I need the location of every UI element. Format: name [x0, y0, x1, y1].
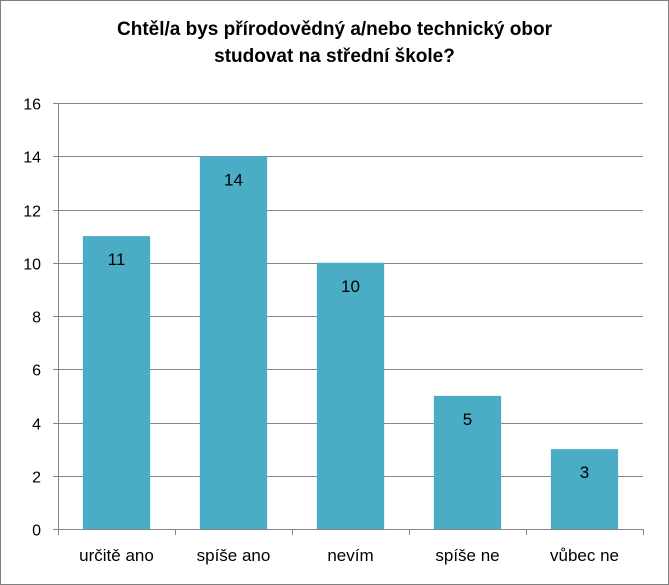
y-axis-ticks: 0 2 4 6 8 10 12 14 16 — [23, 97, 41, 540]
bar-value-label: 11 — [108, 250, 126, 269]
bar-value-label: 14 — [224, 170, 243, 189]
y-tick-label: 14 — [23, 150, 41, 167]
x-category-label: určitě ano — [79, 546, 154, 565]
x-category-label: vůbec ne — [550, 546, 619, 565]
bar-value-label: 5 — [463, 410, 472, 429]
y-tick-label: 12 — [23, 204, 41, 221]
bar — [550, 449, 619, 529]
bar-value-label: 3 — [580, 463, 589, 482]
chart-title-line-2: studovat na střední škole? — [214, 46, 455, 67]
data-labels: 11 14 10 5 3 — [108, 170, 590, 482]
bar-value-label: 10 — [341, 277, 360, 296]
x-category-label: spíše ne — [435, 546, 499, 565]
x-category-label: spíše ano — [197, 546, 271, 565]
x-category-label: nevím — [327, 546, 373, 565]
bar — [433, 395, 502, 529]
x-axis-labels: určitě ano spíše ano nevím spíše ne vůbec ne — [79, 546, 619, 565]
y-tick-label: 4 — [32, 417, 41, 434]
y-tick-label: 8 — [32, 310, 41, 327]
chart-title-line-1: Chtěl/a bys přírodovědný a/nebo technick… — [117, 19, 552, 40]
axes — [53, 103, 644, 535]
chart-title: Chtěl/a bys přírodovědný a/nebo technick… — [0, 16, 669, 70]
bar — [82, 236, 151, 529]
bar — [316, 262, 385, 529]
y-tick-label: 16 — [23, 97, 41, 114]
y-tick-label: 10 — [23, 257, 41, 274]
y-tick-label: 2 — [32, 470, 41, 487]
y-tick-label: 6 — [32, 363, 41, 380]
bars — [82, 156, 619, 529]
y-tick-label: 0 — [32, 523, 41, 540]
bar — [199, 156, 268, 529]
